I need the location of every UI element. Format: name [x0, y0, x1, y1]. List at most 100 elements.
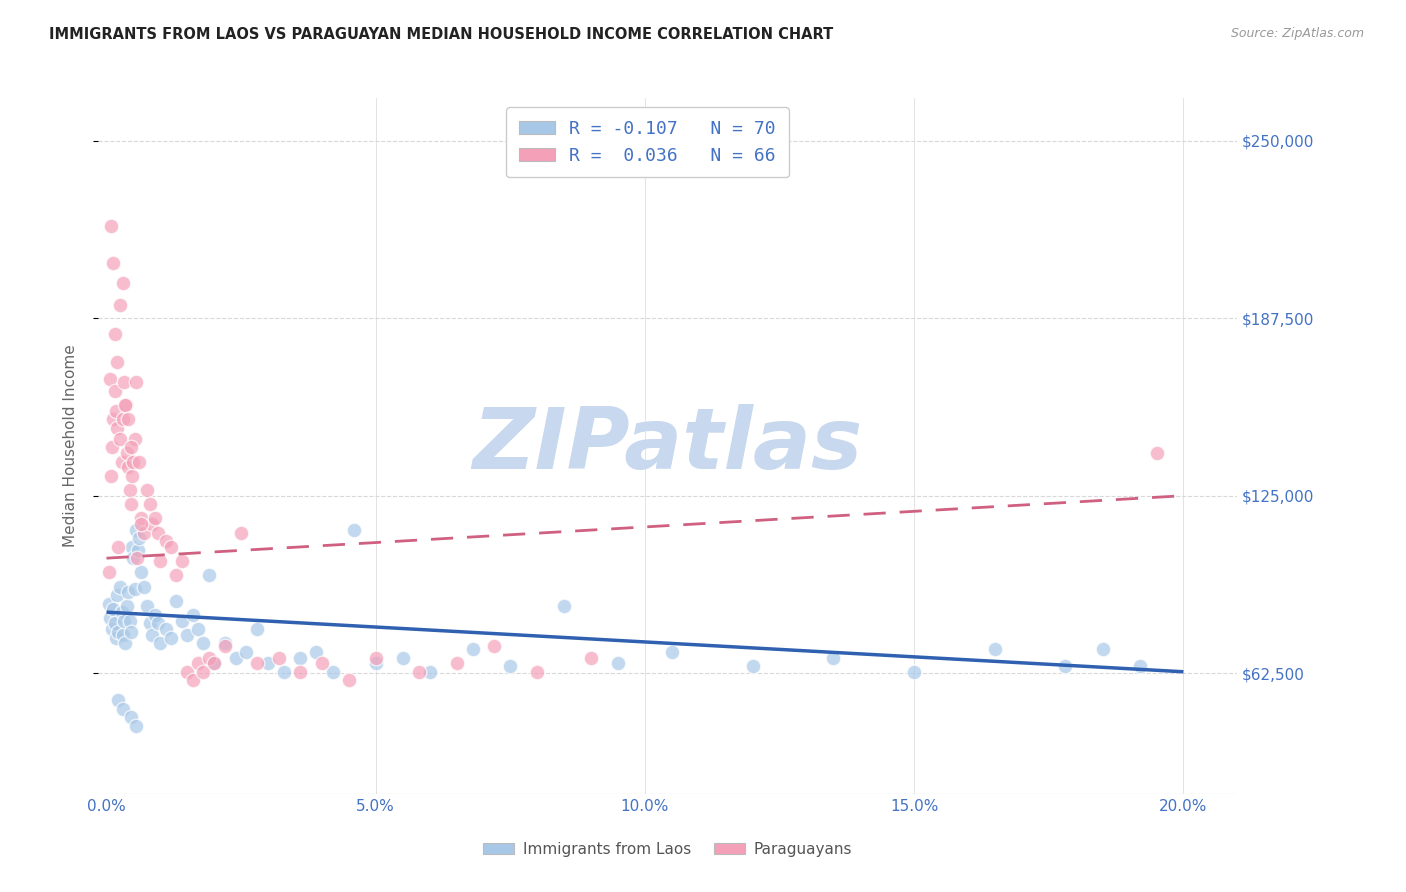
Point: [122, 455, 145, 469]
Point: [214, 636, 236, 650]
Point: [134, 525, 156, 540]
Point: [143, 607, 166, 622]
Point: [118, 614, 141, 628]
Point: [903, 665, 925, 679]
Point: [100, 468, 122, 483]
Point: [337, 673, 360, 688]
Point: [107, 625, 129, 640]
Point: [118, 483, 141, 497]
Point: [143, 511, 166, 525]
Point: [499, 659, 522, 673]
Point: [235, 645, 257, 659]
Point: [121, 468, 143, 483]
Point: [553, 599, 575, 614]
Point: [111, 276, 134, 290]
Point: [155, 534, 177, 549]
Point: [661, 645, 683, 659]
Point: [120, 625, 142, 640]
Point: [160, 631, 183, 645]
Text: ZIPatlas: ZIPatlas: [472, 404, 863, 488]
Point: [97, 566, 120, 580]
Point: [107, 540, 129, 554]
Point: [131, 511, 153, 525]
Point: [181, 673, 204, 688]
Point: [526, 665, 548, 679]
Point: [1146, 446, 1168, 460]
Point: [246, 657, 269, 671]
Point: [115, 599, 138, 614]
Point: [121, 540, 143, 554]
Point: [305, 645, 328, 659]
Point: [120, 497, 142, 511]
Point: [257, 657, 280, 671]
Point: [225, 650, 247, 665]
Point: [98, 372, 121, 386]
Point: [343, 523, 366, 537]
Point: [128, 531, 150, 545]
Point: [149, 636, 172, 650]
Point: [108, 432, 131, 446]
Point: [134, 580, 156, 594]
Point: [193, 665, 215, 679]
Point: [198, 650, 221, 665]
Point: [111, 412, 134, 426]
Point: [114, 636, 136, 650]
Point: [146, 616, 169, 631]
Point: [101, 622, 124, 636]
Point: [114, 398, 136, 412]
Point: [1053, 659, 1076, 673]
Point: [107, 693, 129, 707]
Point: [105, 631, 128, 645]
Point: [128, 455, 150, 469]
Point: [155, 622, 177, 636]
Point: [311, 657, 333, 671]
Point: [125, 523, 148, 537]
Point: [117, 460, 139, 475]
Point: [110, 605, 132, 619]
Point: [193, 636, 215, 650]
Point: [105, 588, 128, 602]
Point: [120, 710, 142, 724]
Point: [131, 566, 153, 580]
Point: [408, 665, 430, 679]
Point: [117, 412, 139, 426]
Y-axis label: Median Household Income: Median Household Income: [63, 344, 77, 548]
Point: [579, 650, 602, 665]
Point: [146, 525, 169, 540]
Point: [111, 628, 134, 642]
Point: [135, 483, 157, 497]
Point: [187, 657, 209, 671]
Point: [105, 420, 128, 434]
Point: [112, 614, 135, 628]
Point: [103, 412, 125, 426]
Point: [246, 622, 269, 636]
Point: [391, 650, 413, 665]
Point: [322, 665, 344, 679]
Point: [105, 355, 128, 369]
Point: [364, 650, 387, 665]
Point: [176, 665, 198, 679]
Point: [101, 602, 124, 616]
Point: [125, 375, 148, 389]
Point: [461, 642, 484, 657]
Point: [138, 497, 160, 511]
Point: [110, 455, 132, 469]
Point: [229, 525, 252, 540]
Point: [105, 403, 128, 417]
Point: [149, 554, 172, 568]
Point: [181, 607, 204, 622]
Point: [108, 580, 131, 594]
Point: [741, 659, 763, 673]
Point: [117, 585, 139, 599]
Point: [138, 616, 160, 631]
Point: [607, 657, 630, 671]
Point: [108, 298, 131, 312]
Point: [198, 568, 221, 582]
Point: [187, 622, 209, 636]
Point: [160, 540, 183, 554]
Point: [290, 665, 312, 679]
Point: [98, 611, 121, 625]
Point: [135, 599, 157, 614]
Point: [125, 719, 148, 733]
Point: [120, 441, 142, 455]
